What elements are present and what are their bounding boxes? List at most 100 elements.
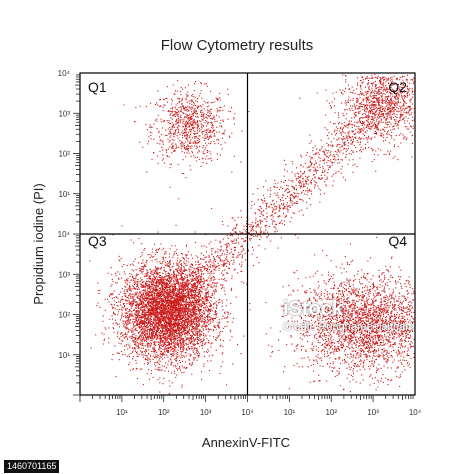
scatter-point-1342	[331, 101, 333, 103]
scatter-point-4266	[148, 326, 150, 328]
scatter-point-633	[187, 118, 189, 120]
scatter-point-3530	[153, 269, 155, 271]
scatter-point-586	[181, 97, 183, 99]
scatter-point-80	[190, 118, 192, 120]
scatter-point-975	[373, 159, 375, 161]
scatter-point-1713	[207, 293, 209, 295]
scatter-point-521	[178, 198, 180, 200]
scatter-point-4354	[116, 296, 118, 298]
scatter-point-1581	[365, 97, 367, 99]
scatter-point-3586	[207, 331, 209, 333]
scatter-point-90	[171, 110, 173, 112]
scatter-point-607	[188, 119, 190, 121]
scatter-point-4138	[185, 309, 187, 311]
scatter-point-2726	[171, 362, 173, 364]
scatter-point-904	[390, 114, 392, 116]
scatter-point-661	[179, 119, 181, 121]
scatter-point-442	[147, 143, 149, 145]
scatter-point-639	[191, 125, 193, 127]
scatter-point-729	[178, 101, 180, 103]
scatter-point-1480	[325, 89, 327, 91]
scatter-point-1150	[403, 117, 405, 119]
scatter-point-1587	[387, 116, 389, 118]
scatter-point-2923	[149, 346, 151, 348]
scatter-point-1703	[193, 309, 195, 311]
scatter-point-2150	[183, 348, 185, 350]
scatter-point-2967	[215, 291, 217, 293]
scatter-point-2000	[171, 292, 173, 294]
scatter-point-4216	[124, 305, 126, 307]
scatter-point-1450	[375, 97, 377, 99]
scatter-point-1210	[379, 120, 381, 122]
scatter-point-3974	[152, 304, 154, 306]
scatter-point-3413	[156, 332, 158, 334]
scatter-point-815	[348, 88, 350, 90]
scatter-point-292	[185, 99, 187, 101]
scatter-point-3378	[144, 294, 146, 296]
scatter-point-893	[334, 129, 336, 131]
scatter-point-1946	[206, 351, 208, 353]
scatter-point-1592	[386, 87, 388, 89]
scatter-point-1457	[377, 154, 379, 156]
scatter-point-3767	[138, 238, 140, 240]
scatter-point-2567	[120, 333, 122, 335]
scatter-point-4833	[162, 331, 164, 333]
scatter-point-4915	[97, 282, 99, 284]
scatter-point-3658	[131, 337, 133, 339]
scatter-point-1309	[403, 105, 405, 107]
scatter-point-2659	[187, 285, 189, 287]
scatter-point-3760	[138, 323, 140, 325]
scatter-point-1994	[196, 341, 198, 343]
scatter-point-2575	[179, 269, 181, 271]
scatter-point-3343	[178, 294, 180, 296]
scatter-point-4158	[162, 317, 164, 319]
scatter-point-657	[179, 140, 181, 142]
scatter-point-1697	[132, 368, 134, 370]
scatter-point-4538	[174, 268, 176, 270]
scatter-point-2013	[151, 330, 153, 332]
scatter-point-1073	[388, 82, 390, 84]
scatter-point-608	[171, 126, 173, 128]
scatter-point-812	[341, 92, 343, 94]
scatter-point-4960	[168, 301, 170, 303]
scatter-point-1108	[370, 96, 372, 98]
scatter-point-1068	[360, 149, 362, 151]
scatter-point-2645	[137, 262, 139, 264]
scatter-point-820	[371, 103, 373, 105]
scatter-point-4680	[193, 321, 195, 323]
scatter-point-185	[231, 132, 233, 134]
scatter-point-3388	[168, 344, 170, 346]
scatter-point-2399	[151, 323, 153, 325]
scatter-point-4868	[171, 332, 173, 334]
scatter-point-4512	[135, 277, 137, 279]
scatter-point-4975	[165, 346, 167, 348]
scatter-point-1785	[187, 302, 189, 304]
scatter-point-1252	[391, 103, 393, 105]
scatter-point-1605	[389, 95, 391, 97]
scatter-point-4199	[161, 326, 163, 328]
scatter-point-4610	[182, 280, 184, 282]
scatter-point-2497	[165, 292, 167, 294]
scatter-point-2563	[172, 305, 174, 307]
scatter-point-3180	[210, 300, 212, 302]
scatter-point-825	[409, 105, 411, 107]
scatter-point-257	[151, 132, 153, 134]
scatter-point-2310	[197, 317, 199, 319]
scatter-point-4482	[198, 266, 200, 268]
scatter-point-384	[209, 137, 211, 139]
scatter-point-751	[208, 142, 210, 144]
scatter-point-3330	[121, 288, 123, 290]
scatter-point-3371	[170, 353, 172, 355]
scatter-point-272	[214, 129, 216, 131]
scatter-point-4080	[164, 335, 166, 337]
scatter-point-4720	[168, 253, 170, 255]
scatter-point-4666	[182, 273, 184, 275]
scatter-point-1126	[409, 99, 411, 101]
scatter-point-762	[213, 133, 215, 135]
scatter-point-738	[208, 115, 210, 117]
scatter-point-351	[178, 119, 180, 121]
scatter-point-1991	[191, 295, 193, 297]
scatter-point-2111	[143, 334, 145, 336]
scatter-point-1727	[165, 271, 167, 273]
